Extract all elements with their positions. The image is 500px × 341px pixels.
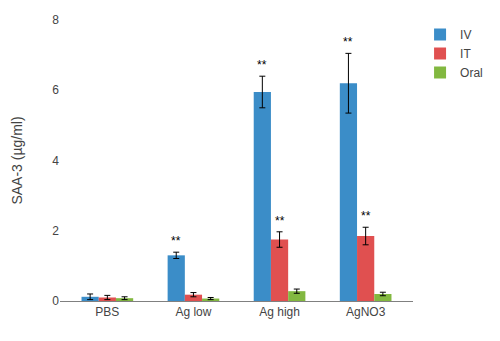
svg-text:IT: IT bbox=[460, 47, 471, 61]
svg-text:SAA-3 (µg/ml): SAA-3 (µg/ml) bbox=[9, 116, 25, 204]
svg-text:AgNO3: AgNO3 bbox=[346, 305, 386, 319]
svg-text:4: 4 bbox=[52, 154, 59, 168]
svg-text:0: 0 bbox=[52, 294, 59, 308]
svg-text:6: 6 bbox=[52, 83, 59, 97]
svg-text:**: ** bbox=[343, 35, 353, 49]
svg-text:2: 2 bbox=[52, 224, 59, 238]
svg-text:IV: IV bbox=[460, 28, 471, 42]
svg-text:**: ** bbox=[257, 58, 267, 72]
svg-text:**: ** bbox=[361, 209, 371, 223]
svg-text:PBS: PBS bbox=[95, 305, 119, 319]
svg-text:Ag low: Ag low bbox=[175, 305, 211, 319]
svg-text:**: ** bbox=[275, 214, 285, 228]
svg-text:Ag high: Ag high bbox=[259, 305, 300, 319]
svg-text:Oral: Oral bbox=[460, 66, 483, 80]
svg-text:**: ** bbox=[171, 234, 181, 248]
svg-text:8: 8 bbox=[52, 13, 59, 27]
